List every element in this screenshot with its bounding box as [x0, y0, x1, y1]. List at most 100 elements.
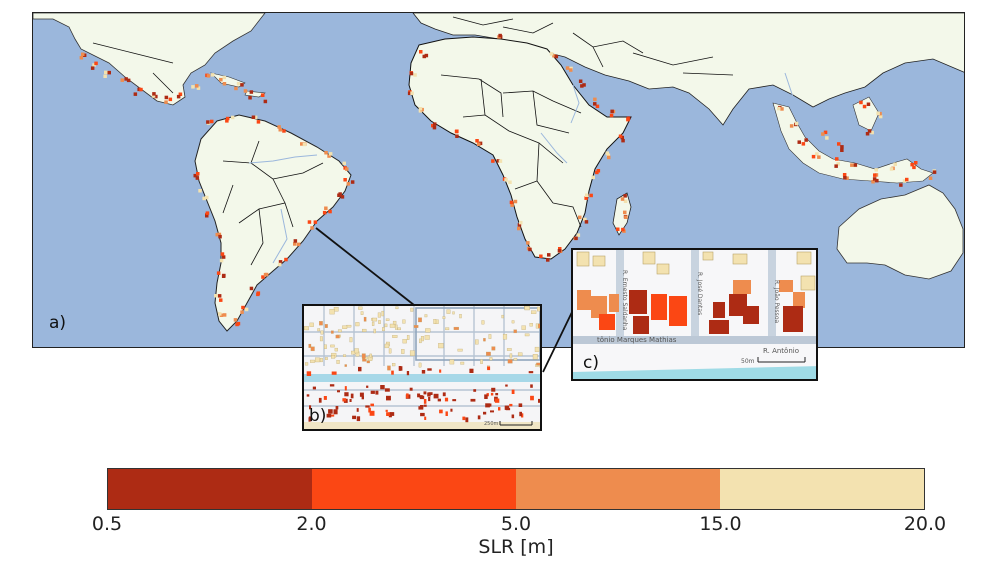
building: [509, 403, 513, 407]
coastal-point: [595, 104, 600, 109]
building: [427, 392, 431, 397]
inset-b-map: 250m b): [302, 304, 542, 431]
building: [335, 406, 339, 410]
coastal-point: [215, 232, 219, 237]
coastal-point: [264, 272, 269, 277]
building: [475, 339, 479, 345]
building: [609, 294, 619, 312]
coastal-point: [623, 210, 627, 215]
coastal-point: [578, 215, 582, 220]
coastal-point: [79, 56, 84, 60]
building: [532, 354, 538, 360]
building: [513, 329, 517, 334]
building: [354, 348, 359, 354]
coastal-point: [81, 52, 85, 56]
building: [320, 330, 324, 335]
building: [361, 396, 364, 400]
coastal-point: [870, 130, 874, 135]
building: [372, 317, 378, 322]
building: [518, 403, 523, 407]
building: [326, 413, 332, 418]
building: [418, 317, 422, 323]
building: [538, 323, 540, 329]
coastal-point: [889, 167, 894, 171]
inset-c-buildings: [576, 251, 816, 334]
coastal-point: [217, 294, 222, 298]
coastal-point: [589, 193, 593, 198]
coastal-point: [249, 286, 254, 291]
coastal-point: [593, 102, 597, 106]
coastal-point: [221, 255, 226, 259]
building: [398, 366, 402, 371]
landmass-madagascar: [612, 192, 632, 236]
building: [504, 405, 510, 410]
coastal-point: [595, 170, 599, 175]
colorbar-tick-0: 0.5: [91, 513, 123, 535]
building: [629, 290, 647, 314]
coastal-point: [337, 193, 341, 197]
building: [309, 405, 312, 410]
coastal-point: [345, 167, 349, 171]
inset-c-street-v2: R. José Dantas: [696, 272, 703, 315]
coastal-point: [840, 145, 844, 149]
building: [328, 409, 333, 414]
building: [333, 307, 339, 312]
building: [502, 334, 508, 340]
building: [392, 335, 398, 338]
coastal-point: [928, 176, 933, 180]
coastal-point: [205, 211, 210, 215]
coastal-point: [206, 74, 211, 78]
coastal-point: [510, 203, 514, 207]
building: [359, 392, 364, 397]
building: [402, 339, 407, 344]
building: [370, 390, 375, 394]
coastal-point: [850, 163, 854, 167]
coastal-point: [817, 155, 821, 159]
coastal-point: [843, 176, 847, 180]
building: [534, 346, 540, 352]
building: [424, 314, 428, 318]
coastal-point: [552, 54, 556, 58]
coastal-point: [842, 173, 847, 177]
coastal-point: [508, 180, 512, 184]
building: [335, 334, 340, 339]
building: [385, 318, 390, 321]
coastal-point: [780, 107, 784, 111]
coastal-point: [225, 119, 229, 123]
building: [442, 316, 446, 319]
building: [743, 306, 759, 324]
coastal-point: [837, 142, 841, 146]
inset-c-street-v3: R. João Pessoa: [773, 280, 780, 323]
building: [529, 323, 533, 327]
coastal-point: [865, 132, 870, 136]
building: [309, 322, 314, 327]
landmass-australia: [836, 184, 964, 280]
coastal-point: [431, 123, 435, 128]
coastal-point: [504, 178, 508, 182]
building: [356, 408, 359, 412]
coastal-point: [219, 77, 223, 82]
building: [521, 413, 524, 418]
coastal-point: [811, 154, 816, 159]
building: [384, 388, 390, 392]
coastal-point: [584, 196, 588, 200]
building: [480, 359, 483, 364]
building: [413, 325, 419, 328]
building: [729, 294, 747, 316]
building: [505, 384, 508, 387]
building: [576, 251, 590, 267]
coastal-point: [873, 173, 877, 177]
building: [528, 371, 534, 374]
coastal-point: [871, 180, 875, 184]
building: [425, 328, 431, 333]
coastal-point: [620, 197, 625, 201]
coastal-point: [263, 99, 268, 104]
building: [424, 416, 427, 420]
coastal-point: [307, 220, 312, 224]
building: [487, 366, 491, 371]
building: [392, 320, 397, 325]
coastal-point: [584, 220, 589, 224]
building: [409, 387, 413, 391]
coastal-point: [342, 161, 346, 166]
building: [423, 399, 427, 404]
